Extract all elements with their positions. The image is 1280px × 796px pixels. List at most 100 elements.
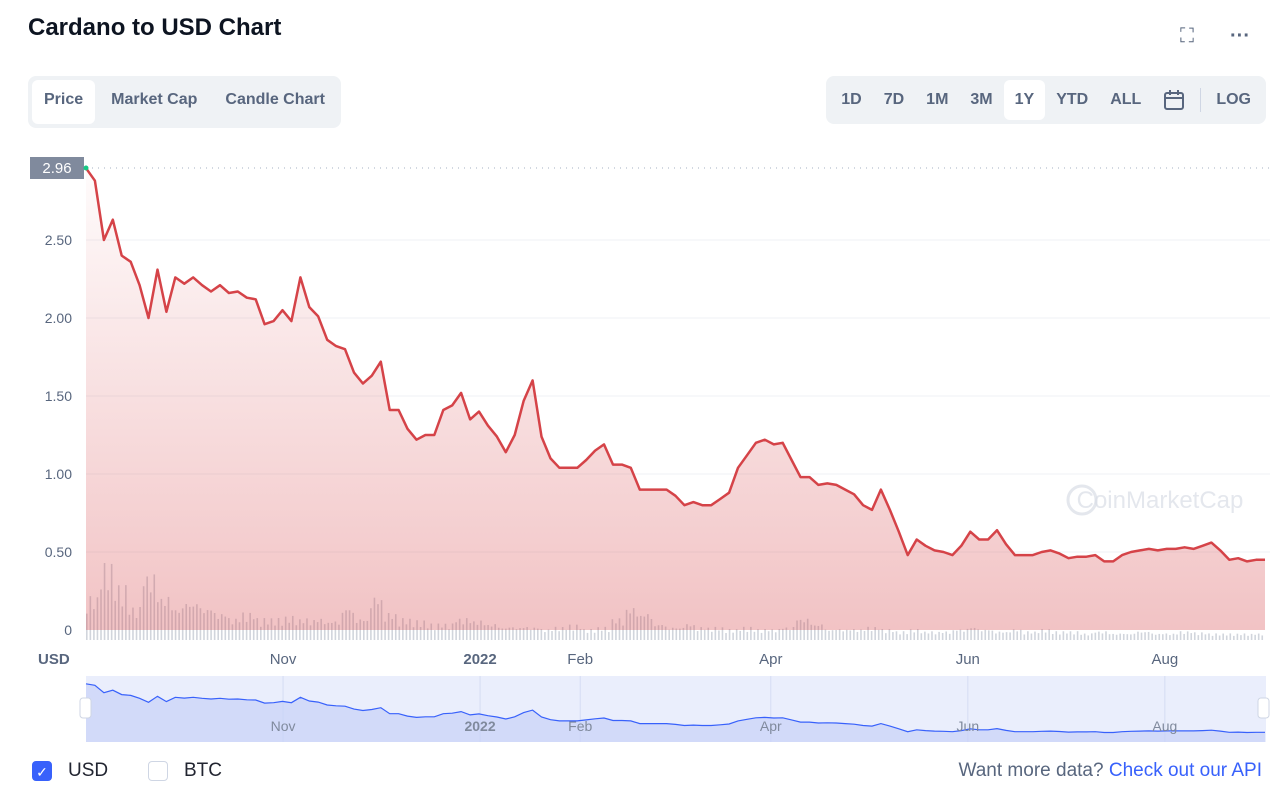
volume-bar [934,634,937,640]
volume-bar [426,628,429,640]
range-1m[interactable]: 1M [926,91,949,108]
volume-bar [1034,631,1036,640]
tab-price[interactable]: Price [32,80,96,124]
volume-bar [1083,633,1086,640]
volume-bar [1126,634,1129,640]
navigator-left-handle[interactable] [79,697,92,719]
volume-bar [774,632,777,640]
volume-bar [1037,633,1040,640]
volume-bar [856,631,859,640]
volume-bar [267,624,269,640]
volume-bar [1162,634,1164,640]
usd-checkbox[interactable]: ✓ [32,761,52,781]
volume-bar [1140,632,1143,640]
range-1d[interactable]: 1D [841,91,862,108]
api-link[interactable]: Check out our API [1108,760,1262,781]
range-ytd[interactable]: YTD [1056,91,1089,108]
volume-bar [945,631,947,640]
volume-bar [1090,633,1093,640]
volume-bar [1250,633,1253,640]
ellipsis-icon[interactable]: ··· [1230,25,1250,47]
volume-bar [671,627,674,640]
volume-bar [274,625,276,640]
volume-bar [540,629,543,640]
volume-bar [1172,633,1175,640]
volume-bar [1002,632,1004,640]
volume-bar [1044,632,1047,640]
volume-bar [1240,635,1242,640]
volume-bar [714,626,717,640]
navigator-tick-label: 2022 [464,718,495,734]
volume-bar [554,626,557,640]
volume-bar [529,629,532,640]
volume-bar [434,630,436,640]
range-7d[interactable]: 7D [883,91,905,108]
volume-bar [1115,634,1118,640]
btc-checkbox[interactable] [148,761,168,781]
volume-bar [547,629,550,640]
volume-bar [444,623,447,640]
volume-bar [792,626,795,640]
volume-bar [568,624,571,640]
volume-bar [977,629,979,640]
volume-bar [913,632,916,640]
volume-bar [1048,629,1050,640]
tab-market-cap[interactable]: Market Cap [111,91,198,108]
calendar-icon[interactable] [1152,80,1196,120]
volume-bar [501,628,504,640]
volume-bar [988,630,990,640]
price-chart[interactable]: CoinMarketCap 2.96 0 0.50 1.00 1.50 2.00 2.50… [0,0,1280,750]
volume-bar [853,629,855,640]
volume-bar [302,623,305,640]
volume-bar [725,633,727,640]
volume-bar [231,624,234,640]
legend-btc[interactable]: BTC [148,760,222,782]
volume-bar [757,629,759,640]
volume-bar [931,631,933,640]
volume-bar [849,630,852,640]
range-3m[interactable]: 3M [970,91,993,108]
volume-bar [597,627,599,640]
y-tick-label: 0.50 [45,544,72,560]
volume-bar [686,624,688,640]
volume-bar [906,634,908,640]
volume-bar [828,630,830,640]
volume-bar [1193,632,1196,640]
range-all[interactable]: ALL [1110,91,1142,108]
volume-bar [1261,635,1264,640]
volume-bar [963,631,965,640]
volume-bar [579,629,582,640]
volume-bar [1105,631,1107,640]
volume-bar [558,631,560,640]
volume-bar [505,628,507,640]
expand-icon[interactable]: ⛶ [1180,25,1194,47]
page-title: Cardano to USD Chart [28,14,282,41]
volume-bar [313,620,315,640]
tab-candle-chart[interactable]: Candle Chart [225,91,325,108]
volume-bar [711,631,713,640]
volume-bar [959,629,962,640]
volume-bar [1005,632,1008,640]
volume-bar [423,620,425,640]
volume-bar [1229,633,1232,640]
volume-bar [728,629,731,640]
volume-bar [1119,633,1122,640]
volume-bar [767,631,770,640]
volume-bar [899,634,901,640]
volume-bar [238,622,241,640]
legend-usd[interactable]: ✓ USD [32,760,108,782]
volume-bar [1147,631,1150,640]
volume-bar [888,629,891,640]
volume-bar [586,632,589,640]
range-1y[interactable]: 1Y [1003,80,1046,120]
navigator-line [85,683,1265,734]
volume-bar [1080,634,1082,640]
volume-bar [948,633,951,640]
volume-bar [561,627,564,640]
volume-bar [1254,634,1256,640]
log-toggle[interactable]: LOG [1216,91,1251,108]
navigator-right-handle[interactable] [1257,697,1270,719]
volume-bar [1154,634,1157,640]
volume-bar [870,631,873,640]
volume-bar [941,632,944,640]
